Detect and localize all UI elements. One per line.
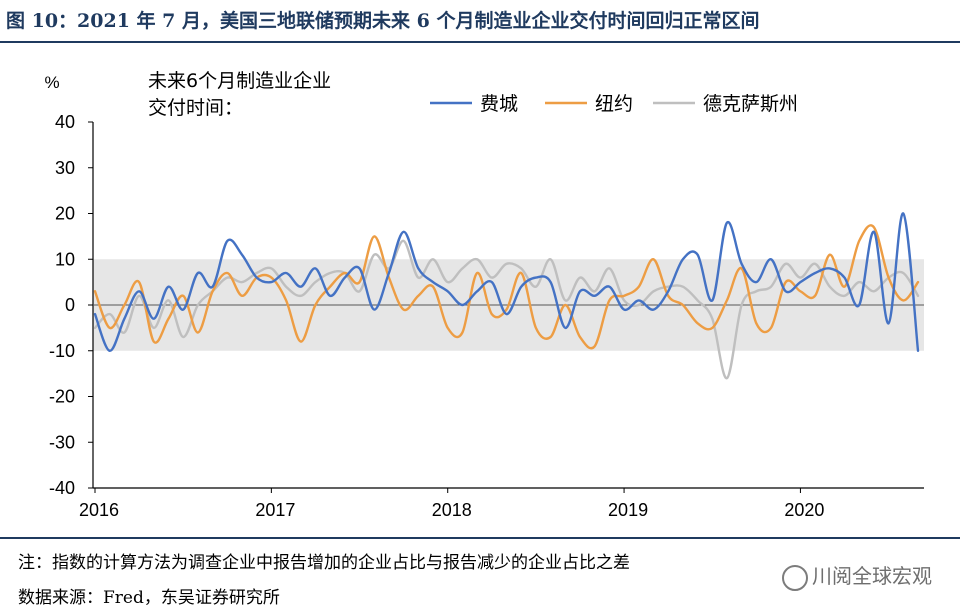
y-tick-label: 40 <box>55 112 75 132</box>
legend: 费城 纽约 德克萨斯州 <box>430 93 798 115</box>
chart-annotation-wrapper: 未来6个月制造业企业交付时间： <box>148 70 332 119</box>
chart-note: 注：指数的计算方法为调查企业中报告增加的企业占比与报告减少的企业占比之差 <box>18 553 630 573</box>
y-axis: 40 30 20 10 0 -10 -20 -30 -40 <box>49 112 94 498</box>
x-tick-label: 2018 <box>432 500 472 520</box>
series-line-newyork <box>93 224 920 350</box>
series-lines <box>93 212 920 380</box>
x-tick-label: 2017 <box>255 500 295 520</box>
y-tick-label: 0 <box>65 295 75 315</box>
x-tick-label: 2016 <box>79 500 119 520</box>
watermark-text: 川阅全球宏观 <box>812 564 932 588</box>
y-axis-unit-label: % <box>44 73 59 92</box>
x-tick-label: 2019 <box>608 500 648 520</box>
title-rule <box>0 41 960 43</box>
watermark: 川阅全球宏观 <box>782 560 932 591</box>
y-tick-label: 10 <box>55 249 75 269</box>
legend-label-philadelphia: 费城 <box>480 93 518 115</box>
data-source: 数据来源：Fred，东吴证券研究所 <box>18 588 280 608</box>
y-tick-label: -40 <box>49 478 75 498</box>
y-tick-label: 20 <box>55 204 75 224</box>
y-tick-label: -30 <box>49 432 75 452</box>
line-chart: 40 30 20 10 0 -10 -20 -30 -40 2016 2017 2018 2019 20… <box>44 70 924 520</box>
series-line-philadelphia <box>93 212 920 352</box>
chart-annotation: 未来6个月制造业企业交付时间： <box>148 70 332 119</box>
y-tick-label: 30 <box>55 158 75 178</box>
y-tick-label: -20 <box>49 387 75 407</box>
figure-title: 图 10：2021 年 7 月，美国三地联储预期未来 6 个月制造业企业交付时间… <box>6 10 760 32</box>
x-axis: 201620172018201920202021 <box>79 487 924 520</box>
x-tick-label: 2020 <box>784 500 824 520</box>
legend-label-texas: 德克萨斯州 <box>703 93 798 115</box>
wechat-icon <box>782 564 808 591</box>
legend-label-newyork: 纽约 <box>595 93 633 115</box>
y-tick-label: -10 <box>49 341 75 361</box>
bottom-rule <box>0 537 960 539</box>
